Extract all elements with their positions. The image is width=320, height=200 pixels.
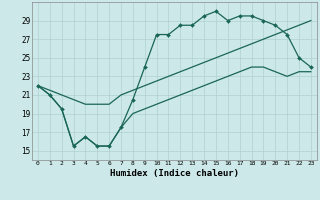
X-axis label: Humidex (Indice chaleur): Humidex (Indice chaleur) [110, 169, 239, 178]
